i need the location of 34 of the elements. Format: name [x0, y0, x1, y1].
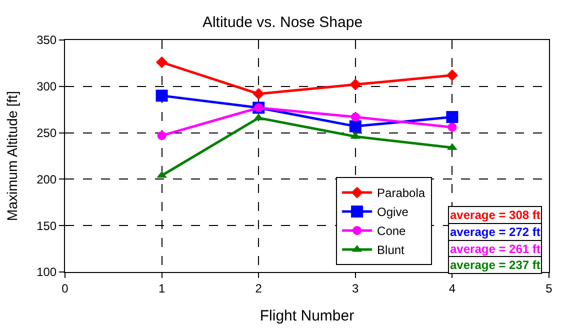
point	[252, 88, 264, 100]
point	[156, 90, 168, 102]
point	[350, 78, 362, 90]
point	[350, 112, 360, 122]
x-tick-label: 1	[158, 281, 166, 296]
y-tick-label: 350	[36, 33, 57, 48]
point	[157, 131, 166, 140]
point	[446, 69, 458, 82]
x-tick-label: 4	[448, 281, 456, 296]
x-tick-label: 5	[546, 281, 553, 296]
y-tick-label: 300	[36, 80, 57, 94]
x-tick-label: 2	[255, 281, 262, 296]
point	[448, 122, 457, 132]
legend-label: Blunt	[377, 243, 406, 258]
y-tick-label: 100	[36, 265, 57, 280]
chart-title: Altitude vs. Nose Shape	[202, 14, 363, 32]
x-tick-label: 0	[62, 281, 69, 296]
x-tick-label: 3	[352, 281, 360, 296]
annotation: average = 237 ft	[450, 258, 540, 272]
legend-label: Cone	[377, 224, 406, 238]
point	[446, 111, 458, 124]
annotation: average = 272 ft	[450, 225, 540, 239]
point	[349, 120, 362, 132]
legend-label: Parabola	[377, 186, 426, 200]
y-axis-title: Maximum Altitude [ft]	[4, 91, 20, 221]
point	[156, 170, 167, 178]
x-axis-title: Flight Number	[260, 307, 354, 324]
y-tick-label: 250	[36, 126, 57, 140]
annotation: average = 261 ft	[450, 242, 540, 256]
y-tick-label: 150	[36, 218, 57, 233]
annotation: average = 308 ft	[450, 208, 540, 222]
legend-label: Ogive	[377, 205, 409, 220]
point	[156, 56, 168, 68]
y-tick-label: 200	[36, 172, 57, 186]
